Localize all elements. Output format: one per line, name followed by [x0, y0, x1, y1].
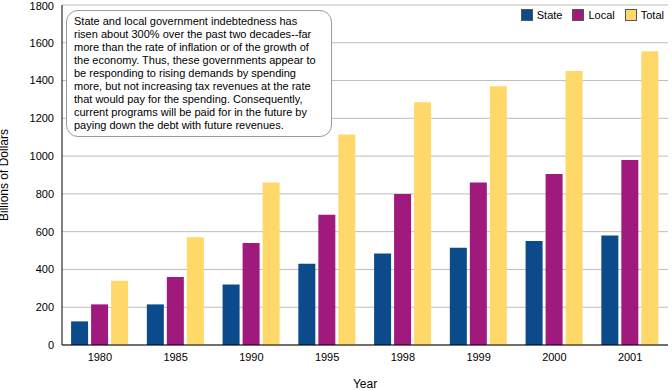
svg-text:1400: 1400	[30, 74, 54, 86]
html-text:Total: Total	[640, 9, 664, 21]
svg-text:2001: 2001	[618, 351, 642, 363]
svg-text:1200: 1200	[30, 112, 54, 124]
svg-text:1600: 1600	[30, 37, 54, 49]
svg-text:Year: Year	[353, 377, 377, 390]
svg-text:1980: 1980	[88, 351, 112, 363]
svg-text:1000: 1000	[30, 150, 54, 162]
svg-text:200: 200	[36, 301, 54, 313]
html-text:State: State	[536, 9, 563, 21]
svg-text:0: 0	[48, 339, 54, 351]
svg-text:1985: 1985	[163, 351, 187, 363]
svg-text:1800: 1800	[30, 0, 54, 12]
svg-text:2000: 2000	[542, 351, 566, 363]
html-text:State and local government ind: State and local government indebtedness …	[74, 15, 316, 131]
svg-text:400: 400	[36, 263, 54, 275]
html-text:Local: Local	[588, 9, 615, 21]
svg-text:600: 600	[36, 226, 54, 238]
svg-text:1999: 1999	[466, 351, 490, 363]
svg-text:1990: 1990	[239, 351, 263, 363]
svg-text:1995: 1995	[315, 351, 339, 363]
svg-text:Billions of Dollars: Billions of Dollars	[8, 129, 11, 221]
svg-text:1998: 1998	[391, 351, 415, 363]
svg-text:800: 800	[36, 188, 54, 200]
